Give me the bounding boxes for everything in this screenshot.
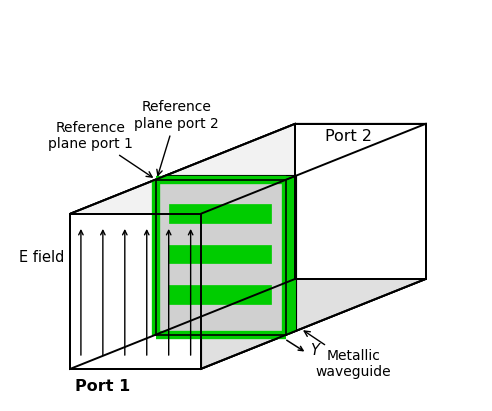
Text: Port 1: Port 1 — [75, 379, 130, 394]
Polygon shape — [169, 204, 271, 223]
Polygon shape — [295, 124, 426, 279]
Text: E field: E field — [19, 249, 64, 265]
Text: Reference
plane port 2: Reference plane port 2 — [134, 100, 218, 175]
Text: Metallic
waveguide: Metallic waveguide — [304, 331, 392, 379]
Text: Reference
plane port 1: Reference plane port 1 — [48, 121, 152, 177]
Polygon shape — [70, 214, 201, 369]
Text: Y: Y — [309, 344, 318, 358]
Polygon shape — [70, 124, 295, 369]
Polygon shape — [171, 187, 271, 327]
Polygon shape — [169, 285, 271, 304]
Polygon shape — [70, 124, 426, 214]
Polygon shape — [286, 175, 297, 335]
Text: Port 2: Port 2 — [325, 129, 371, 143]
Polygon shape — [156, 175, 297, 180]
Polygon shape — [156, 180, 286, 335]
Polygon shape — [201, 124, 426, 369]
Polygon shape — [70, 279, 426, 369]
Polygon shape — [169, 245, 271, 263]
